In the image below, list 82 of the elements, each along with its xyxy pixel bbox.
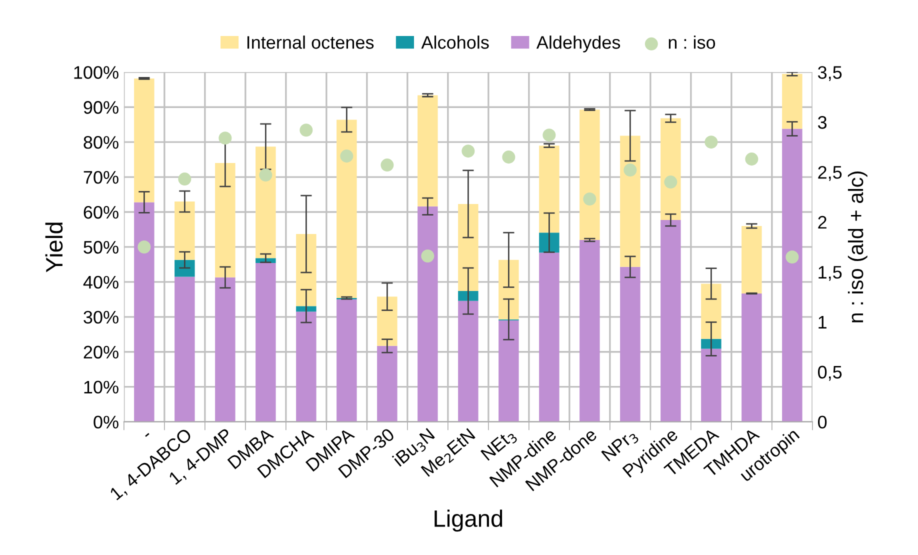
bar [418, 206, 438, 422]
y2-tick-label: 0 [818, 416, 827, 429]
legend-label: Aldehydes [536, 36, 620, 52]
bar [539, 252, 560, 422]
point [178, 172, 192, 186]
bar [336, 120, 357, 298]
bar [458, 291, 478, 301]
bar [134, 78, 154, 202]
y-tick-label: 40% [83, 276, 118, 289]
point [664, 176, 678, 189]
bar [296, 312, 316, 422]
y-tick-label: 50% [84, 240, 118, 254]
bar [458, 204, 478, 292]
y-tick-label: 10% [84, 380, 118, 394]
bar [580, 240, 600, 422]
y-tick-label: 90% [84, 101, 118, 114]
point [583, 192, 596, 206]
point [218, 132, 232, 145]
bar [174, 260, 195, 277]
y-tick-label: 30% [84, 310, 118, 324]
bar [701, 284, 722, 339]
bar [296, 234, 316, 306]
y-tick-label: 80% [84, 136, 118, 149]
bar [174, 202, 195, 260]
bar [498, 260, 519, 320]
bar [660, 118, 681, 220]
bar [782, 128, 802, 422]
point [704, 136, 718, 149]
bar [620, 266, 640, 422]
point [542, 128, 556, 142]
legend-label: n : iso [668, 36, 716, 49]
bar [458, 300, 478, 422]
bar [256, 146, 276, 258]
y2-tick-label: 1,5 [818, 266, 842, 281]
bar [742, 226, 762, 294]
point [421, 249, 434, 262]
y-tick-label: 70% [84, 170, 118, 184]
point [259, 168, 272, 182]
legend-label: Internal octenes [247, 36, 374, 49]
bar [215, 277, 236, 422]
point [300, 124, 313, 137]
bar [660, 220, 681, 422]
y2-axis-title: n : iso (ald + alc) [848, 172, 868, 322]
bar [336, 299, 357, 422]
bar [418, 95, 438, 206]
point [340, 150, 354, 163]
bar [742, 293, 762, 422]
point [624, 164, 637, 177]
point [462, 144, 475, 158]
y-tick-label: 20% [84, 346, 118, 359]
y-axis-title: Yield [45, 222, 63, 272]
bar [498, 320, 519, 422]
point [502, 150, 516, 164]
bar [782, 74, 802, 129]
bar [377, 346, 398, 422]
bar [701, 338, 722, 349]
y2-tick-label: 3 [818, 116, 827, 129]
bar [539, 232, 560, 253]
y2-tick-label: 1 [818, 316, 826, 328]
y2-tick-label: 2 [818, 216, 826, 229]
bar [174, 276, 195, 422]
bar [256, 263, 276, 422]
bar [620, 136, 640, 267]
x-axis-title: Ligand [434, 510, 502, 532]
bar [215, 163, 236, 278]
legend-label: Alcohols [421, 36, 489, 49]
bar [377, 296, 398, 346]
y-tick-label: 60% [84, 206, 118, 219]
y2-tick-label: 3,5 [818, 66, 842, 82]
bar [580, 110, 600, 240]
y-tick-label: 0% [94, 416, 118, 429]
y2-tick-label: 2,5 [818, 166, 842, 181]
bar [539, 146, 560, 233]
bar [134, 202, 154, 422]
point [786, 250, 799, 264]
bar [701, 348, 722, 422]
point [138, 240, 151, 254]
y-tick-label: 100% [74, 66, 118, 79]
point [380, 158, 394, 172]
bar [296, 306, 316, 312]
y2-tick-label: 0,5 [818, 366, 842, 381]
point [745, 152, 758, 166]
